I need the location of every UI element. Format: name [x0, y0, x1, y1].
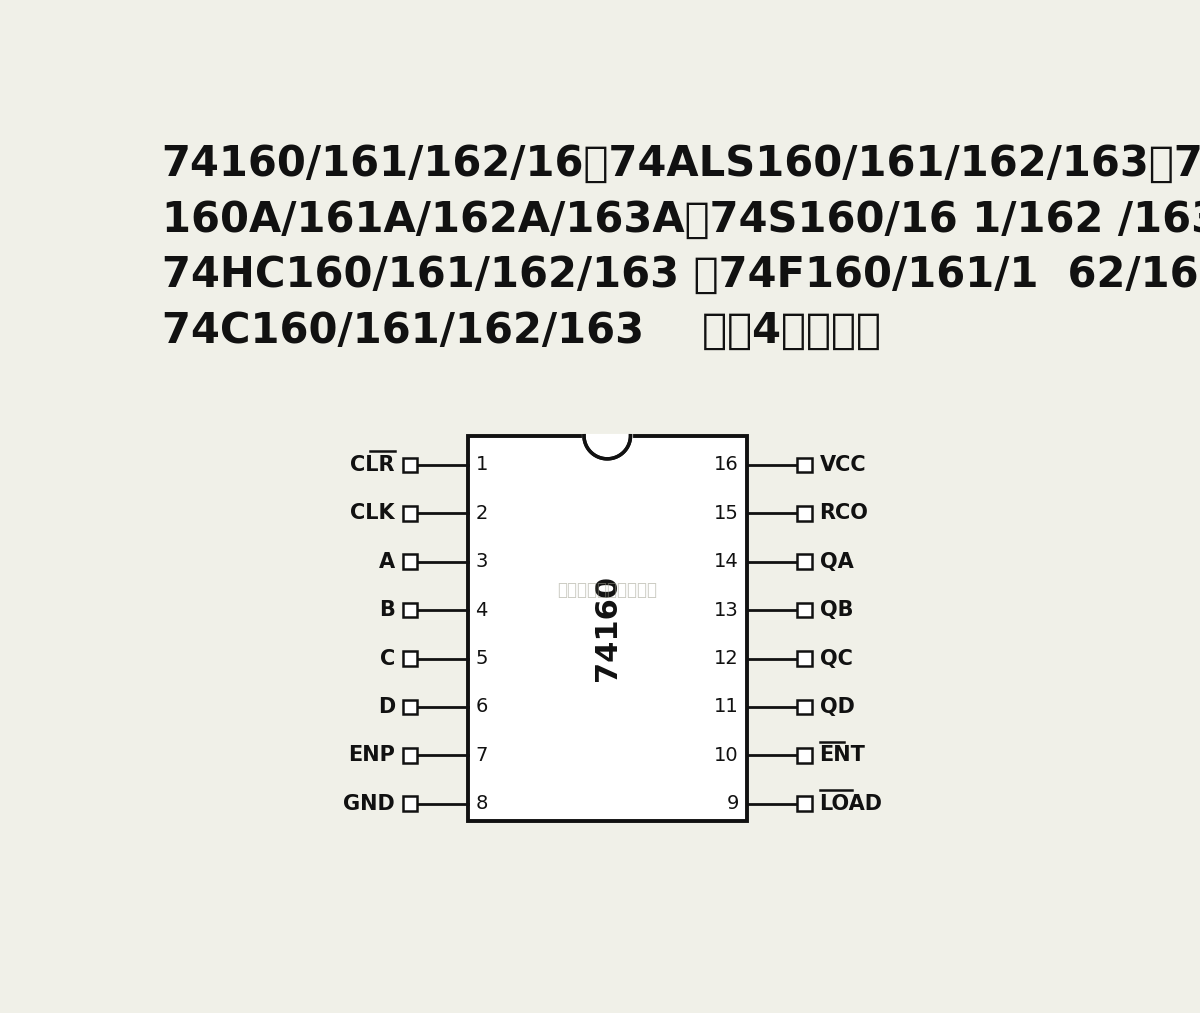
- Text: D: D: [378, 697, 395, 717]
- Bar: [797, 796, 812, 811]
- Text: CLK: CLK: [350, 503, 395, 524]
- Text: 74HC160/161/162/163 、74F160/161/1  62/163、: 74HC160/161/162/163 、74F160/161/1 62/163…: [162, 254, 1200, 296]
- Bar: [797, 603, 812, 618]
- Text: QC: QC: [820, 648, 852, 669]
- Bar: [797, 651, 812, 666]
- Text: 8: 8: [475, 794, 488, 813]
- Text: LOAD: LOAD: [820, 794, 882, 813]
- Text: CLR: CLR: [350, 455, 395, 475]
- Bar: [468, 436, 746, 821]
- Text: 14: 14: [714, 552, 739, 571]
- Bar: [403, 554, 418, 569]
- Bar: [403, 700, 418, 714]
- Text: QD: QD: [820, 697, 854, 717]
- Text: 2: 2: [475, 503, 488, 523]
- Bar: [797, 458, 812, 472]
- Text: 10: 10: [714, 746, 739, 765]
- Text: 74160/161/162/16、74ALS160/161/162/163、74LS: 74160/161/162/16、74ALS160/161/162/163、74…: [162, 143, 1200, 185]
- Bar: [403, 748, 418, 763]
- Text: VCC: VCC: [820, 455, 866, 475]
- Text: QA: QA: [820, 552, 853, 571]
- Text: QB: QB: [820, 600, 853, 620]
- Text: 160A/161A/162A/163A、74S160/16 1/162 /163、: 160A/161A/162A/163A、74S160/16 1/162 /163…: [162, 199, 1200, 240]
- Bar: [403, 796, 418, 811]
- Text: C: C: [379, 648, 395, 669]
- Bar: [403, 506, 418, 521]
- Text: 13: 13: [714, 601, 739, 620]
- Text: 12: 12: [714, 649, 739, 669]
- Text: 11: 11: [714, 698, 739, 716]
- Text: ENT: ENT: [820, 746, 865, 766]
- Bar: [797, 506, 812, 521]
- Text: B: B: [379, 600, 395, 620]
- Text: 74C160/161/162/163    同步4位计数器: 74C160/161/162/163 同步4位计数器: [162, 309, 881, 352]
- Text: 9: 9: [727, 794, 739, 813]
- Text: ENP: ENP: [348, 746, 395, 766]
- Text: 74160: 74160: [593, 575, 622, 682]
- Bar: [797, 748, 812, 763]
- Text: 15: 15: [714, 503, 739, 523]
- Text: 4: 4: [475, 601, 488, 620]
- Text: 5: 5: [475, 649, 488, 669]
- Text: 1: 1: [475, 456, 488, 474]
- Text: 7: 7: [475, 746, 488, 765]
- Bar: [403, 458, 418, 472]
- Bar: [797, 554, 812, 569]
- Text: GND: GND: [343, 794, 395, 813]
- Bar: [403, 603, 418, 618]
- Text: 6: 6: [475, 698, 488, 716]
- Text: 16: 16: [714, 456, 739, 474]
- Text: A: A: [379, 552, 395, 571]
- Bar: [403, 651, 418, 666]
- Text: 3: 3: [475, 552, 488, 571]
- Text: RCO: RCO: [820, 503, 869, 524]
- Text: 杭州将睢科技有限公司: 杭州将睢科技有限公司: [557, 580, 658, 599]
- Bar: [797, 700, 812, 714]
